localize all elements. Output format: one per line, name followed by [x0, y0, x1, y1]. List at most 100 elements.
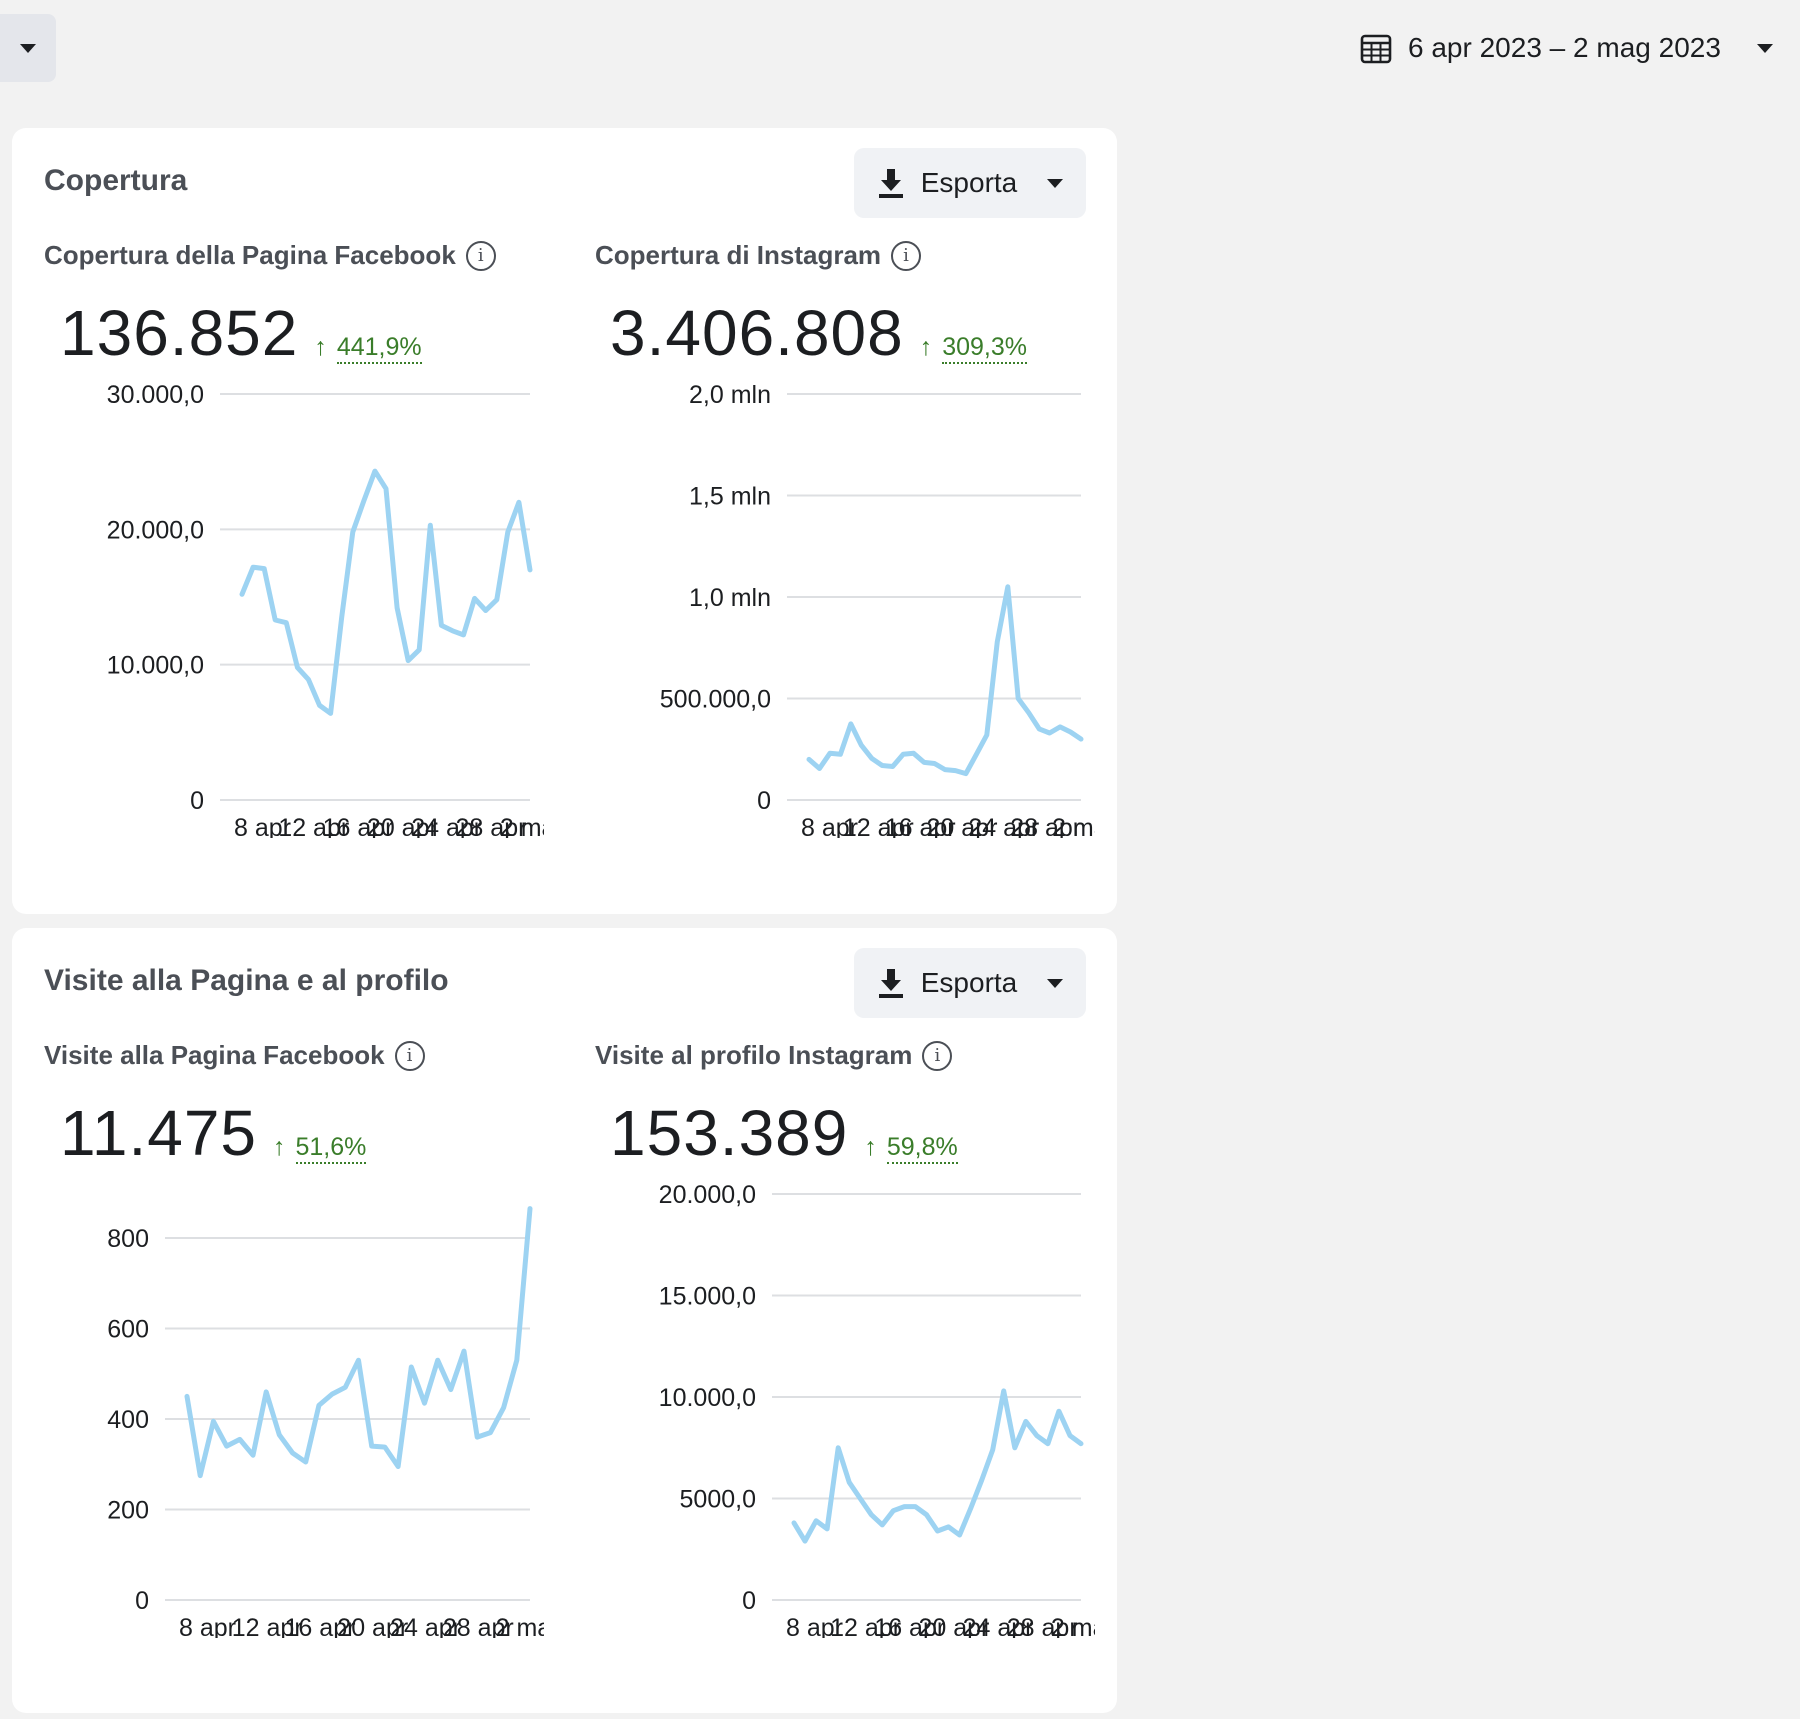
metric-change[interactable]: ↑ 51,6%: [273, 1133, 367, 1164]
collapse-menu-button[interactable]: [0, 14, 56, 82]
facebook-visits-chart: 0 200 400 600 800 8 apr 12 apr 16 apr 20 apr 24 a…: [30, 1178, 550, 1638]
y-tick-label: 400: [107, 1406, 149, 1434]
y-tick-label: 20.000,0: [659, 1181, 756, 1209]
x-tick-label: 20 apr: [367, 814, 438, 842]
instagram-reach-chart: 0 500.000,0 1,0 mln 1,5 mln 2,0 mln 8 apr 12 a…: [597, 378, 1097, 838]
export-label: Esporta: [920, 967, 1018, 998]
x-tick-label: 28 apr: [456, 814, 527, 842]
series-line: [239, 468, 533, 716]
metric-value: 136.852: [60, 297, 299, 369]
x-tick-label: 12 apr: [278, 814, 349, 842]
info-icon[interactable]: i: [394, 1040, 425, 1071]
y-tick-label: 20.000,0: [107, 516, 204, 544]
x-tick-label: 24 apr: [390, 1614, 461, 1642]
download-icon: [878, 969, 903, 998]
y-tick-label: 0: [742, 1587, 756, 1615]
x-tick-label: 2 mag: [1051, 1614, 1120, 1642]
metric-value: 3.406.808: [610, 297, 904, 369]
y-tick-label: 30.000,0: [107, 381, 204, 409]
metric-value: 153.389: [610, 1097, 849, 1169]
arrow-up-icon: ↑: [919, 333, 933, 361]
metric-label: Visite al profilo Instagram i: [595, 1040, 953, 1071]
x-tick-label: 24 apr: [411, 814, 482, 842]
x-tick-label: 20 apr: [927, 814, 998, 842]
x-tick-label: 16 apr: [885, 814, 956, 842]
x-tick-label: 8 apr: [786, 1614, 843, 1642]
y-tick-label: 0: [190, 787, 204, 815]
x-tick-label: 24 apr: [963, 1614, 1034, 1642]
caret-down-icon: [1047, 978, 1064, 988]
metric-value: 11.475: [60, 1097, 257, 1169]
visits-card: Visite alla Pagina e al profilo Esporta …: [12, 928, 1117, 1713]
x-tick-label: 16 apr: [874, 1614, 945, 1642]
calendar-icon: [1360, 34, 1392, 64]
y-tick-label: 0: [757, 787, 771, 815]
x-tick-label: 12 apr: [843, 814, 914, 842]
caret-down-icon: [1047, 178, 1064, 188]
info-icon[interactable]: i: [922, 1040, 953, 1071]
metric-value-row: 3.406.808 ↑ 309,3%: [610, 296, 1028, 370]
reach-card: Copertura Esporta Copertura della Pagina…: [12, 128, 1117, 914]
card-title: Visite alla Pagina e al profilo: [44, 964, 449, 997]
y-tick-label: 1,5 mln: [689, 483, 771, 511]
export-button[interactable]: Esporta: [854, 948, 1086, 1018]
x-tick-label: 28 apr: [443, 1614, 514, 1642]
card-title: Copertura: [44, 164, 188, 197]
series-line: [184, 1206, 533, 1479]
metric-label: Copertura di Instagram i: [595, 240, 922, 271]
x-tick-label: 28 apr: [1007, 1614, 1078, 1642]
y-tick-label: 2,0 mln: [689, 381, 771, 409]
x-tick-label: 8 apr: [234, 814, 291, 842]
info-icon[interactable]: i: [465, 240, 496, 271]
y-tick-label: 15.000,0: [659, 1283, 756, 1311]
x-tick-label: 28 apr: [1010, 814, 1081, 842]
y-tick-label: 800: [107, 1225, 149, 1253]
x-tick-label: 20 apr: [337, 1614, 408, 1642]
arrow-up-icon: ↑: [864, 1133, 877, 1161]
x-tick-label: 2 mag: [1052, 814, 1121, 842]
x-tick-label: 12 apr: [232, 1614, 303, 1642]
caret-down-icon: [1756, 43, 1773, 53]
y-tick-label: 10.000,0: [107, 652, 204, 680]
arrow-up-icon: ↑: [314, 333, 327, 361]
metric-value-row: 11.475 ↑ 51,6%: [60, 1096, 367, 1170]
series-line: [806, 584, 1084, 777]
metric-value-row: 153.389 ↑ 59,8%: [610, 1096, 958, 1170]
date-range-label: 6 apr 2023 – 2 mag 2023: [1408, 32, 1721, 63]
metric-value-row: 136.852 ↑ 441,9%: [60, 296, 422, 370]
x-tick-label: 24 apr: [968, 814, 1039, 842]
instagram-visits-chart: 0 5000,0 10.000,0 15.000,0 20.000,0 8 apr 12 a…: [597, 1178, 1097, 1638]
x-tick-label: 8 apr: [179, 1614, 236, 1642]
facebook-reach-chart: 0 10.000,0 20.000,0 30.000,0 8 apr 12 apr 16 a…: [30, 378, 550, 838]
date-range-picker[interactable]: 6 apr 2023 – 2 mag 2023: [1360, 24, 1773, 72]
export-label: Esporta: [920, 167, 1018, 198]
export-button[interactable]: Esporta: [854, 148, 1086, 218]
x-tick-label: 16 apr: [285, 1614, 356, 1642]
metric-change[interactable]: ↑ 59,8%: [864, 1133, 958, 1164]
y-tick-label: 10.000,0: [659, 1384, 756, 1412]
x-tick-label: 20 apr: [918, 1614, 989, 1642]
x-tick-label: 12 apr: [830, 1614, 901, 1642]
caret-down-icon: [20, 43, 36, 53]
y-tick-label: 600: [107, 1316, 149, 1344]
metric-change[interactable]: ↑ 441,9%: [314, 333, 422, 364]
x-tick-label: 8 apr: [801, 814, 858, 842]
metric-label: Copertura della Pagina Facebook i: [44, 240, 496, 271]
info-icon[interactable]: i: [891, 240, 922, 271]
metric-change[interactable]: ↑ 309,3%: [919, 333, 1028, 364]
x-tick-label: 2 mag: [496, 1614, 565, 1642]
y-tick-label: 0: [135, 1587, 149, 1615]
y-tick-label: 1,0 mln: [689, 584, 771, 612]
y-tick-label: 200: [107, 1497, 149, 1525]
y-tick-label: 5000,0: [680, 1486, 756, 1514]
x-tick-label: 16 apr: [323, 814, 394, 842]
metric-label: Visite alla Pagina Facebook i: [44, 1040, 425, 1071]
series-line: [791, 1388, 1084, 1544]
x-tick-label: 2 mag: [500, 814, 569, 842]
y-tick-label: 500.000,0: [660, 686, 771, 714]
arrow-up-icon: ↑: [273, 1133, 286, 1161]
